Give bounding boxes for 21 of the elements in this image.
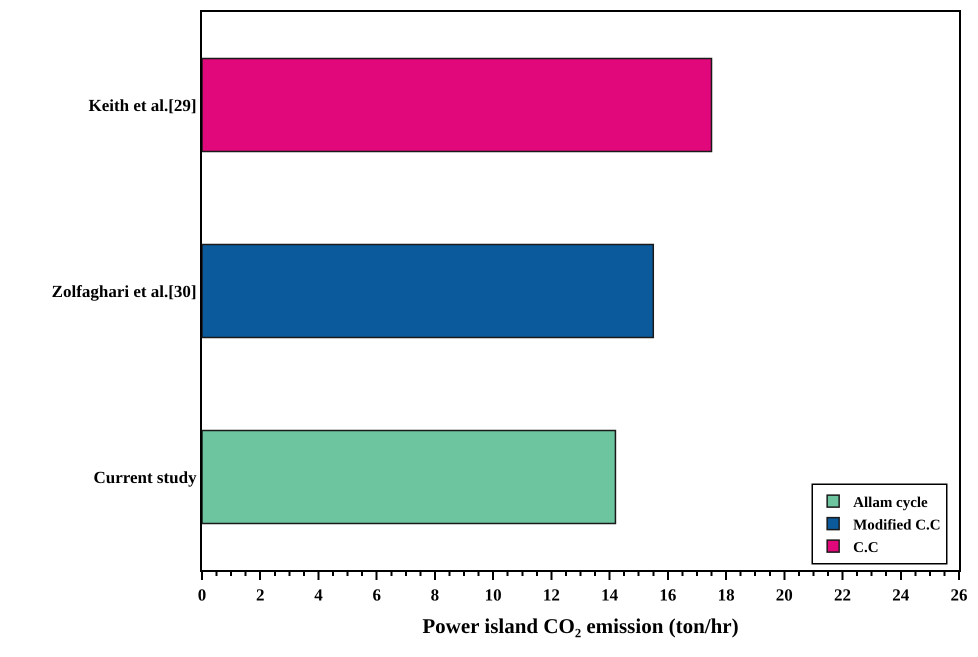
y-tick-label: Keith et al.[29] (88, 96, 197, 115)
x-tick-label: 24 (892, 585, 910, 604)
x-tick-label: 0 (198, 585, 206, 604)
x-tick-label: 12 (542, 585, 560, 604)
y-tick-label: Current study (93, 468, 198, 487)
x-tick-label: 26 (950, 585, 968, 604)
x-tick-label: 2 (256, 585, 264, 604)
x-tick-label: 22 (834, 585, 852, 604)
legend-label: Allam cycle (853, 495, 928, 512)
x-axis-title: Power island CO₂ emission (ton/hr) (422, 614, 739, 638)
legend-label: C.C (853, 540, 879, 556)
x-tick-label: 20 (776, 585, 793, 604)
x-tick-label: 6 (372, 585, 381, 604)
y-tick-label: Zolfaghari et al.[30] (52, 282, 197, 301)
x-tick-label: 16 (659, 585, 676, 604)
legend-label: Modified C.C (853, 518, 941, 534)
x-tick-label: 8 (430, 585, 440, 604)
x-tick-label: 4 (314, 585, 324, 604)
x-tick-label: 10 (484, 585, 502, 604)
x-tick-label: 18 (718, 585, 735, 604)
x-tick-label: 14 (601, 585, 619, 604)
